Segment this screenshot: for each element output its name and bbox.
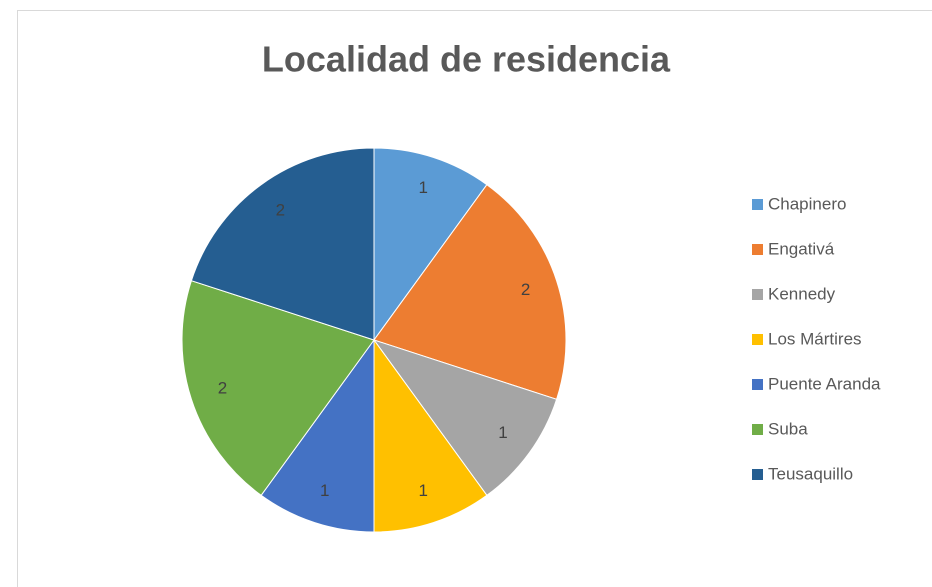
legend-swatch: [752, 469, 763, 480]
legend-label: Chapinero: [768, 194, 846, 213]
pie-slice: [373, 338, 488, 533]
pie-slice: [372, 339, 558, 497]
legend-label: Los Mártires: [768, 329, 862, 348]
legend-label: Suba: [768, 419, 808, 438]
legend-label: Engativá: [768, 239, 835, 258]
pie-slice: [181, 280, 375, 497]
pie-slice: [373, 147, 488, 342]
legend-swatch: [752, 199, 763, 210]
pie-slice: [260, 338, 375, 533]
data-label: 2: [521, 280, 530, 299]
chart-title: Localidad de residencia: [262, 39, 671, 80]
legend-label: Teusaquillo: [768, 464, 853, 483]
data-label: 1: [320, 481, 329, 500]
legend-label: Puente Aranda: [768, 374, 881, 393]
data-label: 2: [218, 379, 227, 398]
pie-slice: [373, 183, 567, 400]
pie-slice: [190, 147, 375, 341]
legend-label: Kennedy: [768, 284, 836, 303]
legend-swatch: [752, 289, 763, 300]
data-label: 1: [419, 178, 428, 197]
data-label: 1: [498, 423, 507, 442]
legend-swatch: [752, 334, 763, 345]
data-label: 1: [419, 481, 428, 500]
legend-swatch: [752, 244, 763, 255]
legend-swatch: [752, 379, 763, 390]
data-label: 2: [276, 201, 285, 220]
legend-swatch: [752, 424, 763, 435]
